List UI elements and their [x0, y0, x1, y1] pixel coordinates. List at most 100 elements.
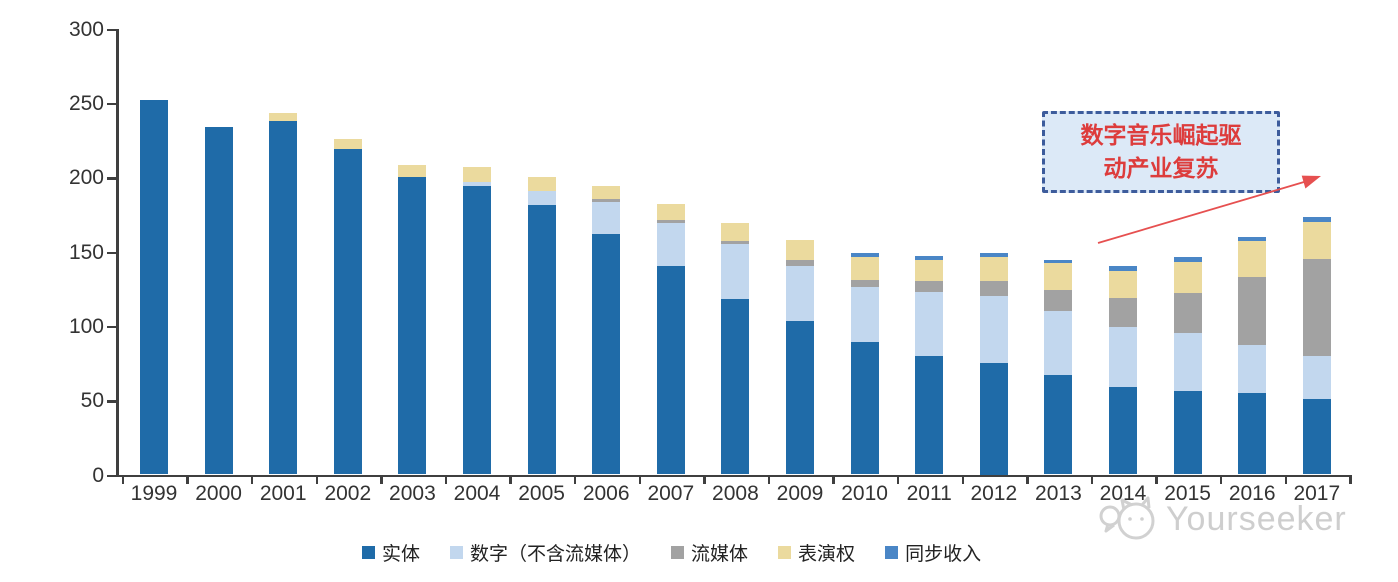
bar-segment-2001: [269, 120, 298, 475]
bar-segment-2014: [1109, 270, 1137, 298]
bar-segment-2016: [1238, 345, 1267, 393]
y-axis-tick: [107, 325, 116, 329]
bar-segment-2017: [1302, 217, 1331, 222]
y-axis-tick: [107, 177, 116, 180]
bar-segment-2014: [1109, 266, 1137, 271]
y-axis-label: 250: [68, 91, 104, 115]
bar-segment-2004: [463, 166, 491, 182]
y-axis-label: 150: [68, 240, 104, 264]
x-axis-label: 2014: [1099, 482, 1147, 505]
yourseeker-logo-icon: [1099, 496, 1155, 540]
bar-segment-2013: [1044, 290, 1073, 311]
bar-segment-2011: [915, 291, 944, 356]
bar-segment-2003: [398, 165, 427, 178]
legend-item: 表演权: [778, 539, 855, 566]
bar-segment-2011: [915, 255, 944, 261]
bar-segment-2017: [1302, 221, 1331, 259]
legend-item: 数字（不含流媒体）: [450, 539, 641, 566]
annotation-text-line1: 数字音乐崛起驱: [1080, 122, 1242, 148]
y-axis-label: 300: [68, 17, 104, 41]
y-axis-label: 100: [68, 314, 104, 338]
bar-segment-2014: [1109, 386, 1137, 475]
bar-segment-2006: [592, 202, 621, 234]
bar-segment-2005: [527, 205, 556, 475]
x-axis-tick: [573, 474, 577, 484]
bar-segment-1999: [140, 99, 168, 475]
bar-segment-2010: [850, 342, 879, 475]
legend-label: 同步收入: [905, 544, 982, 565]
bar-segment-2011: [915, 355, 944, 475]
bar-segment-2002: [333, 148, 362, 475]
x-axis-label: 2004: [453, 482, 501, 505]
bar-segment-2011: [915, 260, 944, 282]
legend-item: 流媒体: [671, 539, 748, 566]
bar-segment-2012: [979, 281, 1008, 297]
bar-segment-2005: [527, 177, 556, 191]
legend-swatch-icon: [450, 546, 464, 559]
x-axis-label: 2011: [906, 482, 952, 505]
bar-segment-2007: [656, 223, 685, 267]
x-axis-tick: [896, 474, 900, 484]
bar-segment-2007: [656, 220, 685, 224]
x-axis-tick: [315, 474, 318, 484]
bar-segment-2017: [1302, 258, 1331, 356]
bar-segment-2013: [1044, 374, 1073, 475]
legend-label: 流媒体: [691, 544, 749, 565]
watermark-text: Yourseeker: [1166, 499, 1347, 538]
x-axis-tick: [638, 474, 641, 484]
x-axis-label: 2001: [259, 482, 307, 505]
x-axis-label: 2008: [712, 482, 759, 505]
x-axis-label: 2016: [1228, 482, 1276, 505]
bar-segment-2013: [1044, 310, 1073, 375]
y-axis-tick: [107, 400, 116, 403]
x-axis-tick: [250, 474, 254, 484]
legend-label: 实体: [382, 544, 421, 565]
bar-segment-2002: [333, 138, 362, 149]
bar-segment-2007: [656, 203, 685, 221]
bar-segment-2010: [850, 252, 879, 258]
x-axis-tick: [832, 474, 835, 484]
bar-segment-2009: [786, 260, 814, 267]
bar-segment-2006: [592, 199, 621, 203]
x-axis-label: 2010: [841, 482, 888, 505]
annotation-callout: 数字音乐崛起驱 动产业复苏: [1042, 111, 1280, 193]
legend-swatch-icon: [362, 546, 375, 559]
x-axis-line: [116, 474, 1350, 477]
bar-segment-2010: [850, 279, 879, 288]
x-axis-label: 2009: [776, 482, 824, 505]
x-axis-label: 2017: [1293, 482, 1341, 505]
x-axis-label: 2003: [389, 482, 436, 505]
bar-segment-2015: [1173, 293, 1202, 334]
bar-segment-2009: [786, 239, 814, 261]
x-axis-tick: [1090, 474, 1094, 484]
bar-segment-2015: [1173, 333, 1202, 392]
x-axis-label: 2000: [195, 482, 242, 505]
bar-segment-2016: [1238, 276, 1267, 346]
x-axis-tick: [1219, 474, 1223, 484]
bar-segment-2011: [915, 281, 944, 292]
legend-item: 同步收入: [885, 539, 981, 566]
bar-segment-2012: [979, 296, 1008, 363]
bar-segment-2008: [721, 299, 750, 475]
legend-label: 表演权: [798, 544, 856, 565]
x-axis-label: 2006: [582, 482, 630, 505]
legend-swatch-icon: [671, 546, 685, 559]
x-axis-tick: [1026, 474, 1029, 484]
watermark: Yourseeker: [1098, 494, 1347, 544]
bar-segment-2015: [1173, 391, 1202, 475]
bar-segment-2006: [592, 186, 621, 200]
y-axis-line: [116, 28, 119, 477]
x-axis-tick: [121, 474, 125, 484]
bar-segment-2014: [1109, 297, 1137, 328]
bar-segment-2015: [1173, 261, 1202, 294]
bar-segment-2015: [1173, 257, 1202, 262]
x-axis-label: 2012: [970, 482, 1018, 505]
legend-item: 实体: [362, 539, 420, 566]
bar-segment-2006: [592, 233, 621, 475]
bar-segment-2003: [398, 177, 427, 475]
y-axis-tick: [107, 474, 116, 477]
bar-segment-2008: [721, 241, 750, 245]
bar-segment-2014: [1109, 327, 1137, 387]
x-axis-label: 2013: [1035, 482, 1082, 505]
